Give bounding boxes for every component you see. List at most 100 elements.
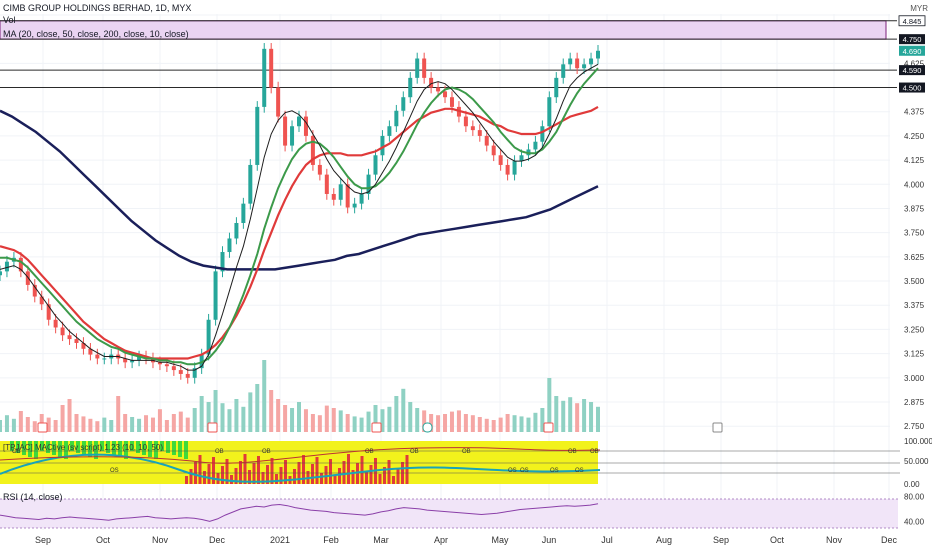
time-tick-label: Nov xyxy=(152,535,169,545)
volume-bar xyxy=(561,400,566,432)
volume-bar xyxy=(4,415,9,432)
candle-body xyxy=(290,126,295,146)
candle-body xyxy=(373,155,378,175)
volume-bar xyxy=(74,414,79,432)
osc-line-cyan xyxy=(0,453,601,483)
candle-body xyxy=(4,261,9,272)
osc-bar xyxy=(52,441,56,455)
candle-body xyxy=(220,252,225,272)
oscillator-legend: [TPJAC] MACtive (sv script) 1.23 (10, 10… xyxy=(3,443,164,452)
volume-bar xyxy=(262,360,267,432)
osc-marker: OB xyxy=(365,449,374,455)
earnings-icon xyxy=(422,422,433,433)
price-tick-label: 3.500 xyxy=(904,277,925,286)
price-label-box xyxy=(899,45,925,56)
volume-bar xyxy=(95,421,100,432)
candle-body xyxy=(157,362,162,365)
price-tick-label: 3.750 xyxy=(904,229,925,238)
ma20-line xyxy=(0,67,599,366)
osc-bar xyxy=(302,455,305,484)
candle-body xyxy=(213,271,218,320)
candle-body xyxy=(540,126,545,142)
candle-body xyxy=(60,327,65,336)
osc-marker: OB xyxy=(462,449,471,455)
volume-bar xyxy=(512,415,517,432)
candle-body xyxy=(394,110,399,127)
osc-bar xyxy=(360,456,364,484)
volume-bar xyxy=(227,409,232,432)
ma10-line xyxy=(0,63,599,371)
time-tick-label: Oct xyxy=(770,535,785,545)
osc-bar xyxy=(320,473,323,484)
volume-bar xyxy=(303,409,308,432)
ma200-line xyxy=(0,109,599,271)
volume-bar xyxy=(582,399,587,432)
volume-bar xyxy=(290,408,295,432)
osc-bar xyxy=(22,441,26,455)
osc-bar xyxy=(293,469,296,484)
price-tick-label: 4.125 xyxy=(904,156,925,165)
volume-bar xyxy=(498,417,503,432)
volume-bar xyxy=(157,409,162,432)
volume-bar xyxy=(568,397,573,432)
candle-body xyxy=(554,77,559,98)
volume-bar xyxy=(345,414,350,432)
candle-body xyxy=(137,356,142,361)
volume-bar xyxy=(533,412,538,432)
osc-bar xyxy=(28,441,32,457)
osc-marker: OB xyxy=(262,449,271,455)
symbol-title: CIMB GROUP HOLDINGS BERHAD, 1D, MYX xyxy=(3,3,192,13)
volume-bar xyxy=(137,418,142,432)
volume-bar xyxy=(352,416,357,432)
candle-body xyxy=(74,339,79,343)
time-tick-label: Sep xyxy=(35,535,51,545)
price-label-text: 4.690 xyxy=(903,47,922,56)
osc-bar xyxy=(275,474,278,484)
candle-body xyxy=(547,97,552,127)
volume-bar xyxy=(575,403,580,432)
volume-bar xyxy=(213,390,218,432)
volume-bar xyxy=(171,414,176,432)
osc-bar xyxy=(252,463,256,484)
price-label-box xyxy=(899,82,925,93)
candle-body xyxy=(81,342,86,349)
volume-bar xyxy=(359,417,364,432)
candle-body xyxy=(303,116,308,136)
volume-bar xyxy=(297,402,301,432)
time-tick-label: Dec xyxy=(209,535,226,545)
candle-body xyxy=(32,284,37,297)
volume-bar xyxy=(67,399,72,432)
volume-bar xyxy=(589,402,594,432)
candle-body xyxy=(366,174,371,194)
candle-body xyxy=(164,364,169,367)
volume-bar xyxy=(505,414,510,432)
candle-body xyxy=(387,126,392,136)
volume-bar xyxy=(373,405,378,432)
candle-body xyxy=(39,296,44,305)
osc-bar xyxy=(347,454,350,484)
time-axis[interactable]: Sep Oct Nov Dec 2021 Feb Mar Apr May Jun Jul Aug Sep… xyxy=(35,535,898,545)
candles xyxy=(0,43,600,384)
osc-bar xyxy=(46,441,50,453)
volume-bar xyxy=(46,417,51,432)
price-axis[interactable]: 100.00050.0000.0080.0040.004.7504.6254.5… xyxy=(904,35,932,526)
rsi-axis-label: 40.00 xyxy=(904,517,925,526)
price-label-box xyxy=(899,34,925,45)
rsi-pane xyxy=(0,498,898,529)
candle-body xyxy=(359,193,364,204)
candle-body xyxy=(276,87,281,117)
volume-bar xyxy=(484,418,489,432)
candle-body xyxy=(102,358,107,360)
osc-bar xyxy=(166,441,170,453)
osc-line-red xyxy=(0,447,601,464)
osc-marker: OS xyxy=(508,468,517,474)
earnings-icon xyxy=(207,422,218,433)
candle-body xyxy=(248,164,253,204)
candle-body xyxy=(463,116,468,127)
osc-bar xyxy=(40,441,44,451)
osc-axis-label: 100.000 xyxy=(904,437,932,446)
earnings-icon xyxy=(37,422,48,433)
time-tick-label: Sep xyxy=(713,535,729,545)
candle-body xyxy=(171,366,176,371)
